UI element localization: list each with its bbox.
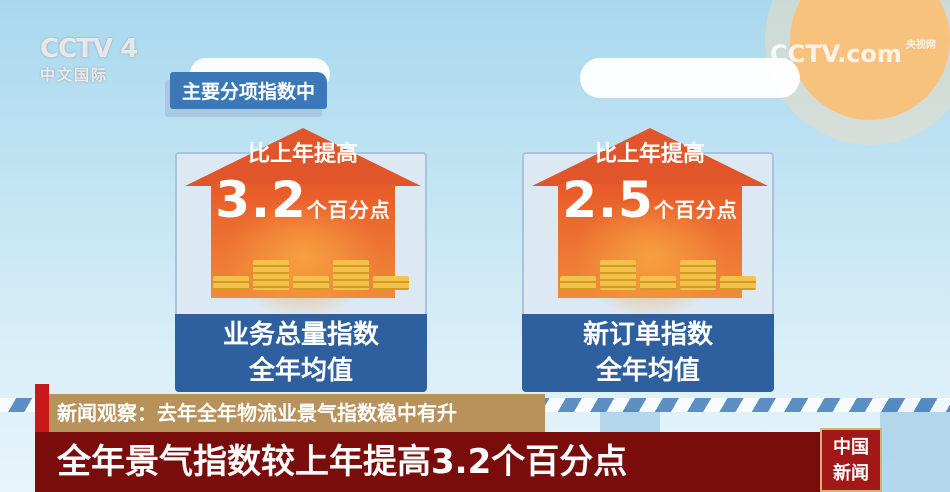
channel-logo: CCTV 4 中文国际 (40, 34, 138, 84)
card-caption: 比上年提高 (594, 142, 705, 167)
card-value: 2.5个百分点 (562, 171, 738, 229)
building-decoration (880, 400, 950, 492)
card-label: 业务总量指数 全年均值 (175, 314, 427, 392)
section-tag: 主要分项指数中 (170, 72, 328, 109)
card-label: 新订单指数 全年均值 (522, 314, 774, 392)
card-value: 3.2个百分点 (215, 171, 391, 229)
index-card: 比上年提高 3.2个百分点 业务总量指数 全年均值 (175, 128, 427, 392)
up-arrow-icon: 比上年提高 2.5个百分点 (532, 128, 768, 318)
up-arrow-icon: 比上年提高 3.2个百分点 (185, 128, 421, 318)
index-card: 比上年提高 2.5个百分点 新订单指数 全年均值 (522, 128, 774, 392)
program-logo: 中国 新闻 (820, 428, 882, 492)
watermark-logo: CCTV.com 央视网 (770, 40, 936, 68)
card-caption: 比上年提高 (247, 142, 358, 167)
watermark-subtitle: 央视网 (905, 40, 936, 51)
channel-logo-name: CCTV 4 (40, 34, 138, 64)
ticker-topic: 新闻观察：去年全年物流业景气指数稳中有升 (49, 394, 545, 432)
ticker-accent (35, 384, 49, 444)
ticker-headline: 全年景气指数较上年提高3.2个百分点 (35, 432, 820, 492)
coin-stacks-icon (560, 254, 756, 290)
cloud (580, 58, 800, 98)
channel-logo-subtitle: 中文国际 (40, 66, 109, 84)
watermark-name: CCTV.com (770, 40, 902, 68)
coin-stacks-icon (213, 254, 409, 290)
